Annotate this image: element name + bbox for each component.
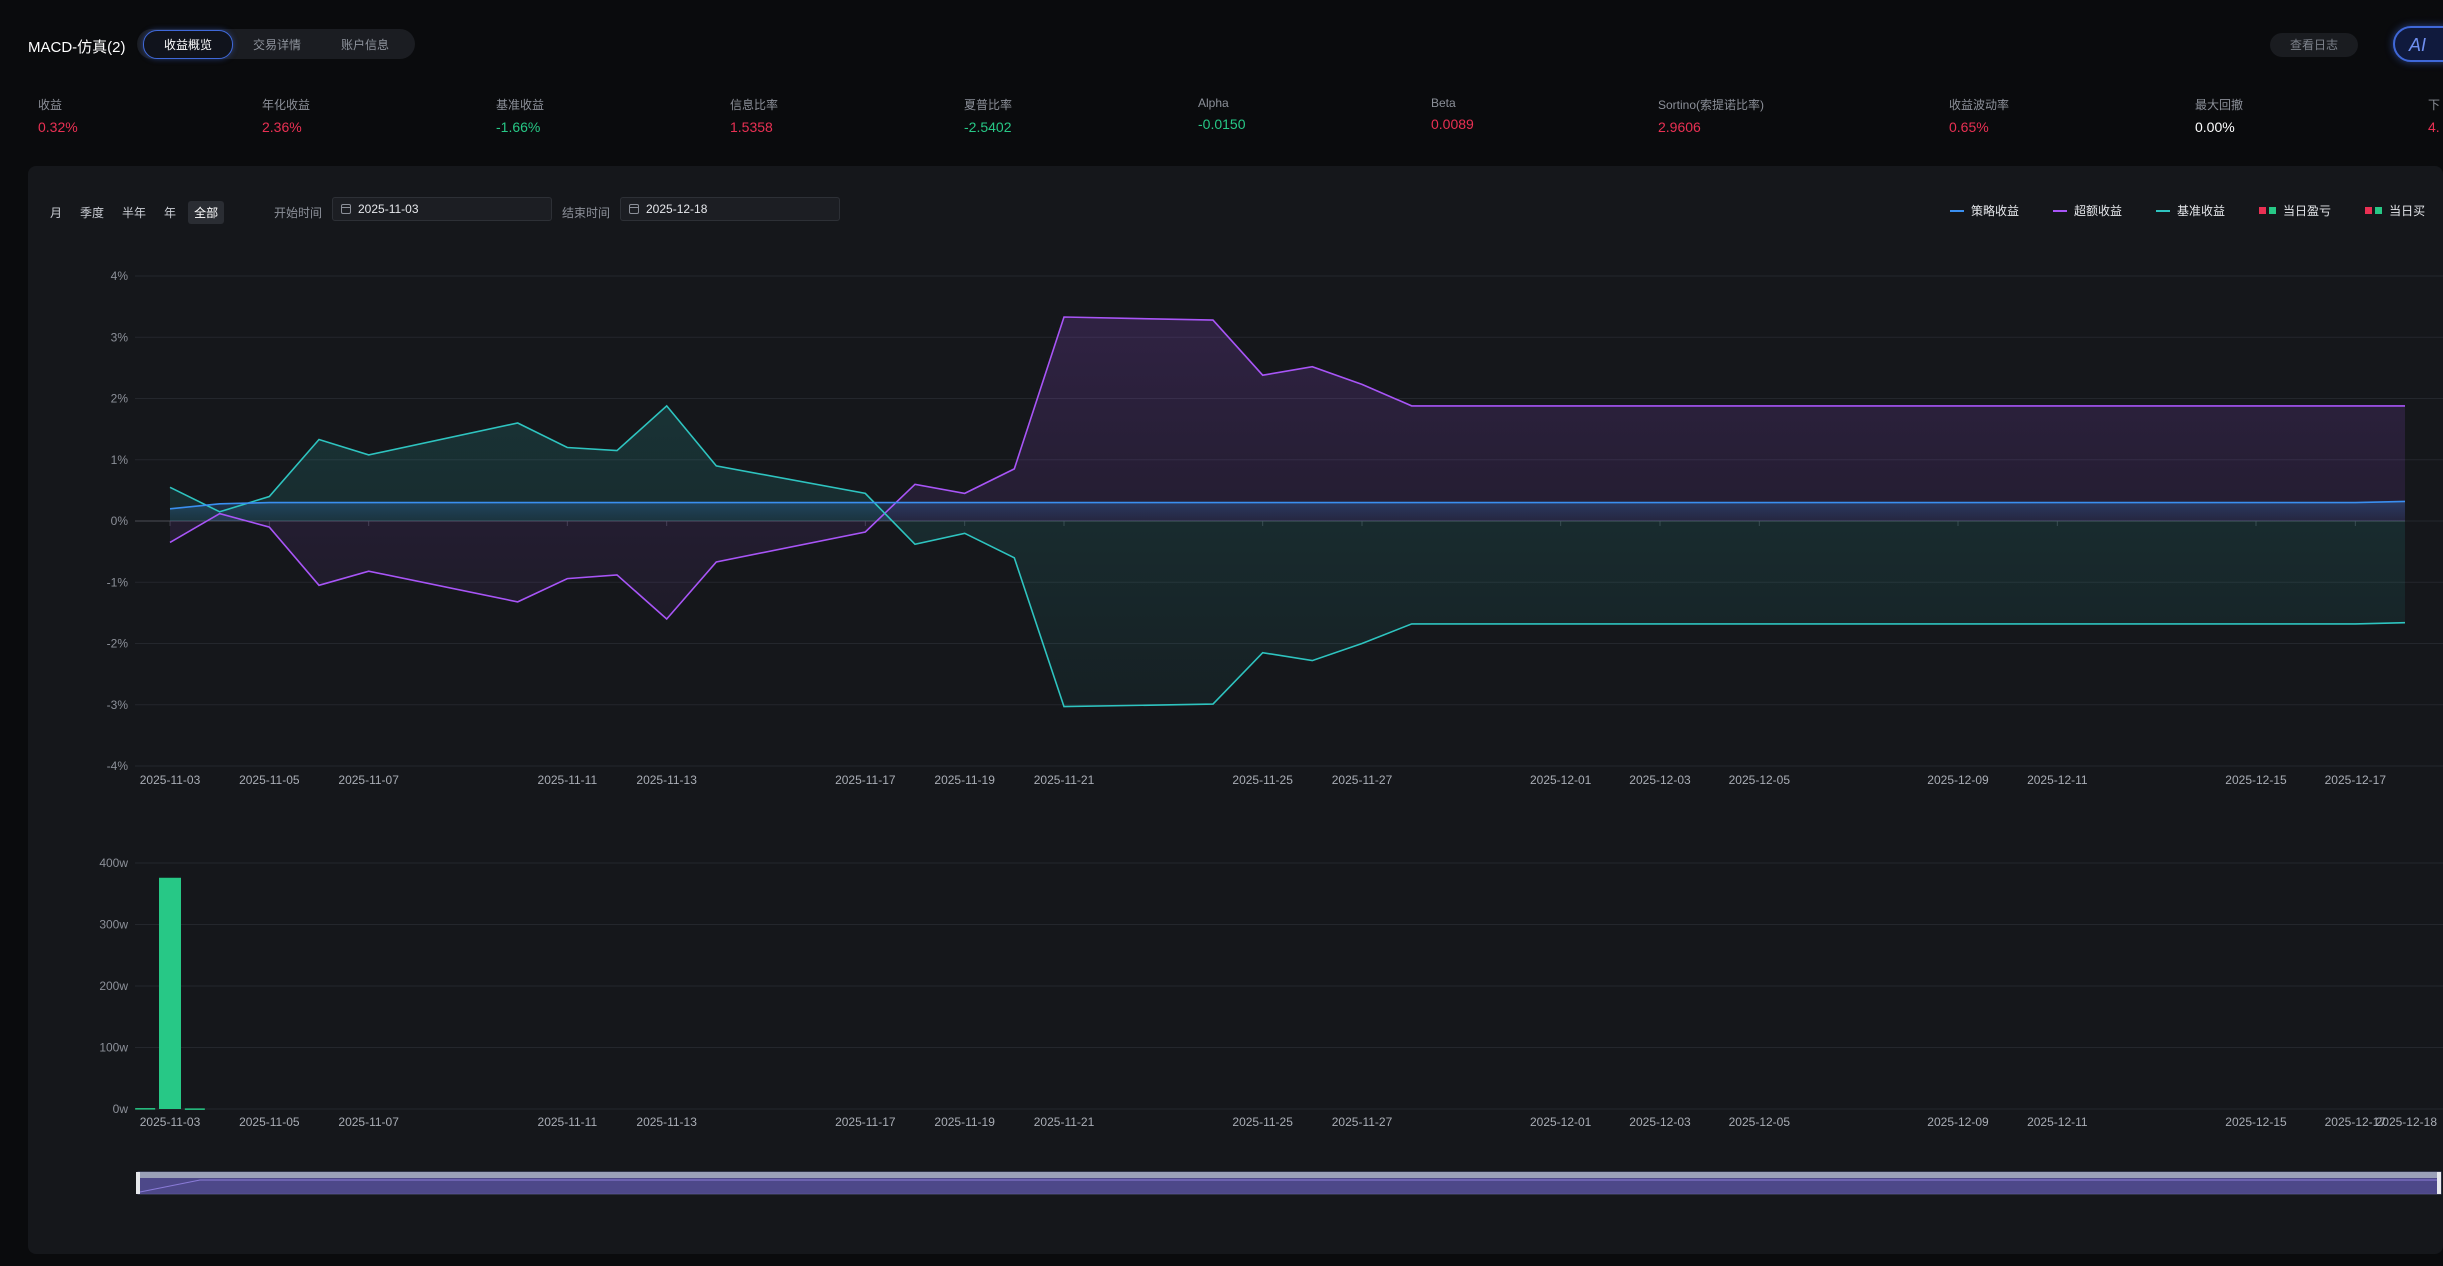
metric-value: -1.66% (496, 119, 541, 135)
zoom-selected-range (138, 1178, 2441, 1194)
metric-item: 收益 0.32% (38, 96, 78, 135)
range-month-button[interactable]: 月 (50, 206, 63, 220)
metric-value: 0.32% (38, 119, 78, 135)
tab-trade-details[interactable]: 交易详情 (253, 37, 302, 52)
metric-label: Beta (1431, 96, 1456, 110)
metric-label: 信息比率 (730, 98, 779, 112)
legend-line-icon (2156, 209, 2171, 212)
start-date-label: 开始时间 (274, 206, 323, 220)
metric-item: 夏普比率 -2.5402 (964, 96, 1012, 135)
start-date-input[interactable]: 2025-11-03 (332, 197, 552, 221)
metric-item: 信息比率 1.5358 (730, 96, 778, 135)
zoom-handle-right (2437, 1172, 2441, 1194)
chart-legend: 策略收益 超额收益 基准收益 当日盈亏 当日买 (1950, 202, 2425, 219)
legend-label: 当日买 (2389, 204, 2426, 218)
tab-bar: 收益概览 交易详情 账户信息 (137, 29, 416, 59)
legend-label: 当日盈亏 (2283, 204, 2332, 218)
calendar-icon (341, 204, 351, 214)
strategy-title: MACD-仿真(2) (28, 39, 126, 56)
tab-overview[interactable]: 收益概览 (143, 29, 234, 59)
end-date-input[interactable]: 2025-12-18 (620, 197, 840, 221)
legend-label: 策略收益 (1971, 204, 2020, 218)
range-selector: 月 季度 半年 年 全部 (44, 201, 225, 224)
metric-value: 0.00% (2195, 119, 2235, 135)
metric-item: 下 4. (2428, 96, 2440, 135)
zoom-preview-line (139, 1179, 2441, 1193)
top-bar: MACD-仿真(2) 收益概览 交易详情 账户信息 查看日志 AI (0, 0, 2443, 90)
calendar-icon (629, 204, 639, 214)
metric-item: Beta 0.0089 (1431, 96, 1474, 132)
tab-account-info[interactable]: 账户信息 (341, 37, 390, 52)
range-halfyear-button[interactable]: 半年 (122, 206, 147, 220)
metric-label: 夏普比率 (964, 98, 1013, 112)
legend-daily-pnl[interactable]: 当日盈亏 (2259, 202, 2331, 219)
legend-square-icon (2259, 207, 2267, 214)
metric-value: 2.36% (262, 119, 302, 135)
range-quarter-button[interactable]: 季度 (80, 206, 105, 220)
metric-item: Sortino(索提诺比率) 2.9606 (1658, 96, 1764, 135)
end-date-value: 2025-12-18 (646, 202, 708, 216)
range-all-button[interactable]: 全部 (188, 201, 225, 224)
legend-excess[interactable]: 超额收益 (2053, 202, 2122, 219)
metric-label: 最大回撤 (2195, 98, 2244, 112)
metric-value: 1.5358 (730, 119, 773, 135)
legend-line-icon (1950, 209, 1964, 212)
metric-label: 年化收益 (262, 98, 311, 112)
range-year-button[interactable]: 年 (164, 206, 177, 220)
metric-value: -0.0150 (1198, 116, 1246, 132)
metric-value: 2.9606 (1658, 119, 1701, 135)
ai-button[interactable]: AI (2393, 26, 2443, 62)
metric-label: 基准收益 (496, 98, 545, 112)
legend-label: 基准收益 (2177, 204, 2226, 218)
metric-item: Alpha -0.0150 (1198, 96, 1245, 132)
legend-daily-buy[interactable]: 当日买 (2365, 202, 2425, 219)
legend-square-icon (2375, 207, 2383, 214)
legend-square-icon (2365, 207, 2373, 214)
metric-item: 基准收益 -1.66% (496, 96, 544, 135)
zoom-handle-left (136, 1172, 140, 1194)
legend-label: 超额收益 (2074, 204, 2123, 218)
metric-value: 4. (2428, 119, 2440, 135)
metric-label: 收益 (38, 98, 63, 112)
legend-line-icon (2053, 209, 2068, 212)
data-zoom-slider (136, 1171, 2442, 1195)
start-date-value: 2025-11-03 (358, 202, 419, 216)
end-date-label: 结束时间 (562, 206, 611, 220)
metric-label: Alpha (1198, 96, 1229, 110)
metric-value: 0.0089 (1431, 116, 1474, 132)
chart-panel (28, 166, 2443, 1254)
metric-item: 年化收益 2.36% (262, 96, 310, 135)
metric-item: 收益波动率 0.65% (1949, 96, 2009, 135)
metric-item: 最大回撤 0.00% (2195, 96, 2243, 135)
legend-square-icon (2269, 207, 2277, 214)
metric-value: -2.5402 (964, 119, 1012, 135)
zoom-top-band (138, 1172, 2441, 1178)
metric-value: 0.65% (1949, 119, 1989, 135)
metric-label: 收益波动率 (1949, 98, 2010, 112)
metric-label: 下 (2428, 98, 2441, 112)
view-log-button[interactable]: 查看日志 (2270, 33, 2358, 57)
metric-label: Sortino(索提诺比率) (1658, 98, 1765, 112)
legend-benchmark[interactable]: 基准收益 (2156, 202, 2225, 219)
legend-strategy[interactable]: 策略收益 (1950, 202, 2019, 219)
